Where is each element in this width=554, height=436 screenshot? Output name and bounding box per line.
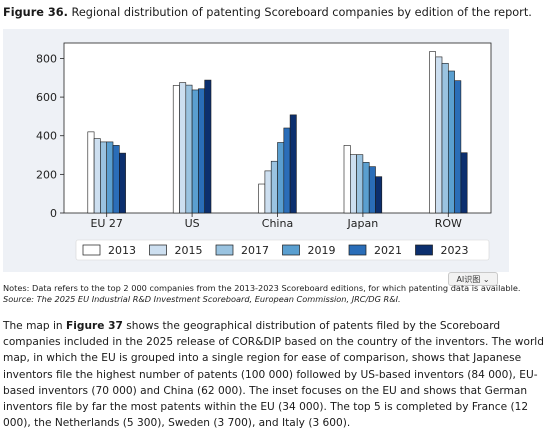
x-tick-label: China <box>262 217 293 230</box>
notes-line: Notes: Data refers to the top 2 000 comp… <box>3 283 521 293</box>
bar-us-2015 <box>179 82 187 214</box>
figure-reference-link[interactable]: Figure 37 <box>66 320 123 332</box>
bar-japan-2021 <box>368 166 376 214</box>
y-tick-label: 0 <box>50 207 57 220</box>
bar-row-2023 <box>460 152 468 214</box>
x-tick-label: EU 27 <box>90 217 123 230</box>
bar-us-2019 <box>191 89 199 214</box>
y-tick-label: 400 <box>36 130 57 143</box>
legend-swatch-2013 <box>82 244 101 256</box>
bar-china-2013 <box>258 183 266 214</box>
legend-swatch-2023 <box>415 244 433 256</box>
bar-row-2015 <box>435 56 443 214</box>
chart-panel: 0 200 400 600 800 EU 27 US China Japan ROW 2013 201… <box>3 29 509 272</box>
figure-caption: Figure 36. Regional distribution of pate… <box>3 6 553 20</box>
bar-japan-2017 <box>356 154 364 214</box>
x-tick-label: US <box>185 217 200 230</box>
bar-row-2021 <box>454 80 462 214</box>
bar-japan-2013 <box>343 145 351 214</box>
bar-row-2017 <box>441 62 449 214</box>
bar-japan-2023 <box>375 176 383 214</box>
body-rest: shows the geographical distribution of p… <box>3 320 544 430</box>
bar-china-2017 <box>270 160 278 214</box>
bar-japan-2019 <box>362 162 370 214</box>
source-line: Source: The 2025 EU Industrial R&D Inves… <box>3 294 401 304</box>
y-tick-label: 200 <box>36 168 57 181</box>
body-intro: The map in <box>3 320 66 332</box>
bar-us-2017 <box>185 84 193 214</box>
bar-us-2021 <box>198 88 205 214</box>
bar-china-2019 <box>277 142 285 214</box>
bar-eu-27-2023 <box>119 152 126 214</box>
bar-china-2023 <box>289 114 297 214</box>
bar-eu-27-2019 <box>106 141 114 214</box>
figure-title: Regional distribution of patenting Score… <box>67 6 532 19</box>
bar-row-2013 <box>429 51 436 214</box>
bar-china-2015 <box>264 170 272 214</box>
legend-label-2013: 2013 <box>108 244 136 257</box>
bar-us-2013 <box>172 85 180 214</box>
figure-label: Figure 36. <box>3 6 68 19</box>
figure-notes: Notes: Data refers to the top 2 000 comp… <box>3 283 553 305</box>
legend-swatch-2017 <box>215 244 234 256</box>
body-paragraph: The map in Figure 37 shows the geographi… <box>3 318 553 431</box>
bar-row-2019 <box>447 70 455 214</box>
y-tick-label: 600 <box>36 91 57 104</box>
ai-recognize-button[interactable]: AI识图 ⌄ <box>448 272 498 286</box>
x-tick-label: ROW <box>435 217 462 230</box>
bar-us-2023 <box>204 79 212 214</box>
legend-label-2019: 2019 <box>308 244 336 257</box>
legend-label-2021: 2021 <box>374 244 402 257</box>
legend-swatch-2015 <box>149 244 167 256</box>
bar-eu-27-2013 <box>87 131 95 214</box>
bar-chart: 0 200 400 600 800 EU 27 US China Japan ROW 2013 201… <box>36 42 492 261</box>
legend-label-2023: 2023 <box>441 244 469 257</box>
x-tick-label: Japan <box>347 217 379 230</box>
y-tick-label: 800 <box>36 52 57 65</box>
legend-swatch-2021 <box>348 244 367 256</box>
bar-china-2021 <box>283 127 291 214</box>
bar-japan-2015 <box>349 154 357 214</box>
legend-label-2017: 2017 <box>241 244 269 257</box>
legend-label-2015: 2015 <box>175 244 203 257</box>
legend-swatch-2019 <box>282 244 300 256</box>
bar-eu-27-2017 <box>100 141 108 214</box>
bar-eu-27-2015 <box>93 138 101 214</box>
bar-eu-27-2021 <box>112 145 120 214</box>
